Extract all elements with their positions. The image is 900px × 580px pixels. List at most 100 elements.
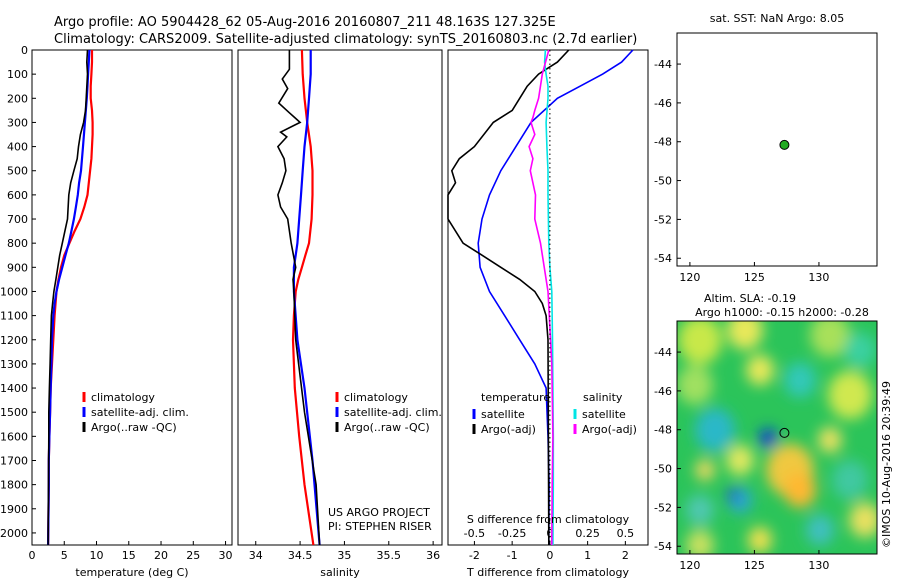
legend-label: Argo(..raw -QC)	[91, 421, 177, 434]
depth-tick-label: 500	[7, 165, 28, 178]
depth-tick-label: 1400	[0, 382, 28, 395]
x-tick-label: 0	[29, 549, 36, 562]
secondary-x-tick-label: 0	[546, 527, 553, 540]
sla-map-frame	[676, 320, 878, 555]
x-tick-label: 2	[622, 549, 629, 562]
legend-label: Argo(..raw -QC)	[344, 421, 430, 434]
figure-title-line1: Argo profile: AO 5904428_62 05-Aug-2016 …	[54, 15, 556, 30]
series-line	[477, 49, 634, 546]
x-tick-label: 15	[122, 549, 136, 562]
heatmap-cell	[784, 362, 816, 398]
legend-title-temperature: temperature	[481, 391, 550, 404]
depth-tick-label: 900	[7, 261, 28, 274]
heatmap-cell	[746, 354, 774, 386]
map-y-tick-label: -52	[654, 501, 672, 514]
heatmap-cell	[810, 321, 850, 357]
map-x-tick-label: 125	[744, 271, 765, 284]
figure-title-line2: Climatology: CARS2009. Satellite-adjuste…	[54, 32, 637, 47]
temperature-panel-frame	[31, 49, 233, 546]
depth-tick-label: 0	[21, 44, 28, 57]
x-tick-label: 34	[249, 549, 263, 562]
heatmap-cell	[686, 494, 714, 526]
secondary-x-tick-label: -0.25	[498, 527, 526, 540]
sla-map-subtitle: Argo h1000: -0.15 h2000: -0.28	[695, 306, 869, 319]
salinity-panel-frame	[237, 49, 443, 546]
x-tick-label: -2	[469, 549, 480, 562]
map-x-tick-label: 120	[679, 559, 700, 572]
x-tick-label: 5	[61, 549, 68, 562]
x-axis-label: temperature (deg C)	[75, 566, 188, 579]
map-y-tick-label: -52	[654, 213, 672, 226]
heatmap-cell	[828, 370, 872, 420]
legend-label: satellite	[582, 408, 626, 421]
secondary-x-tick-label: 0.5	[617, 527, 635, 540]
sst-map-title: sat. SST: NaN Argo: 8.05	[710, 12, 844, 25]
series-line	[47, 49, 89, 546]
heatmap-cell	[695, 459, 715, 481]
float-position-marker	[779, 427, 790, 438]
depth-tick-label: 1900	[0, 503, 28, 516]
x-tick-label: 35.5	[377, 549, 402, 562]
series-line	[528, 49, 554, 546]
float-position-marker	[779, 139, 790, 150]
depth-tick-label: 1200	[0, 334, 28, 347]
heatmap-cell	[784, 472, 816, 508]
x-tick-label: 35	[337, 549, 351, 562]
series-line	[276, 50, 321, 546]
map-x-tick-label: 125	[744, 559, 765, 572]
x-axis-label: T difference from climatology	[466, 566, 629, 579]
map-y-tick-label: -54	[654, 252, 672, 265]
depth-tick-label: 400	[7, 141, 28, 154]
depth-tick-label: 1300	[0, 358, 28, 371]
depth-tick-label: 300	[7, 116, 28, 129]
series-line	[292, 50, 321, 546]
depth-tick-label: 700	[7, 213, 28, 226]
x-tick-label: 0	[546, 549, 553, 562]
imos-side-label: ©IMOS 10-Aug-2016 20:39:49	[880, 381, 893, 548]
secondary-x-tick-label: -0.5	[464, 527, 485, 540]
depth-tick-label: 2000	[0, 527, 28, 540]
map-y-tick-label: -46	[654, 385, 672, 398]
depth-tick-label: 1800	[0, 479, 28, 492]
heatmap-cell	[844, 332, 876, 368]
map-y-tick-label: -48	[654, 136, 672, 149]
depth-tick-label: 1100	[0, 310, 28, 323]
secondary-x-tick-label: 0.25	[575, 527, 600, 540]
heatmap-cell	[726, 444, 754, 476]
legend-label: satellite-adj. clim.	[344, 406, 442, 419]
x-tick-label: 30	[219, 549, 233, 562]
heatmap-cell	[818, 426, 842, 454]
heatmap-cell	[832, 460, 868, 500]
legend-label: climatology	[344, 391, 408, 404]
sst-map-frame	[676, 32, 878, 267]
project-annotation: US ARGO PROJECT	[328, 506, 430, 519]
heatmap-cell	[678, 321, 722, 365]
heatmap-cell	[748, 526, 772, 554]
map-x-tick-label: 130	[808, 559, 829, 572]
sla-map-title: Altim. SLA: -0.19	[704, 292, 796, 305]
heatmap-cell	[686, 529, 714, 554]
legend-label: climatology	[91, 391, 155, 404]
legend-label: satellite-adj. clim.	[91, 406, 189, 419]
heatmap-cell	[759, 428, 777, 448]
map-y-tick-label: -44	[654, 58, 672, 71]
legend-label: Argo(-adj)	[481, 423, 536, 436]
depth-tick-label: 800	[7, 237, 28, 250]
series-line	[447, 49, 570, 546]
x-tick-label: 36	[426, 549, 440, 562]
map-y-tick-label: -50	[654, 175, 672, 188]
depth-tick-label: 600	[7, 189, 28, 202]
map-y-tick-label: -46	[654, 97, 672, 110]
project-annotation: PI: STEPHEN RISER	[328, 520, 432, 533]
map-x-tick-label: 130	[808, 271, 829, 284]
heatmap-cell	[727, 488, 739, 502]
x-tick-label: 1	[584, 549, 591, 562]
x-tick-label: -1	[507, 549, 518, 562]
map-y-tick-label: -48	[654, 424, 672, 437]
x-tick-label: 25	[186, 549, 200, 562]
heatmap-cell	[695, 408, 735, 452]
heatmap-cell	[727, 321, 763, 350]
map-y-tick-label: -44	[654, 346, 672, 359]
depth-tick-label: 100	[7, 68, 28, 81]
